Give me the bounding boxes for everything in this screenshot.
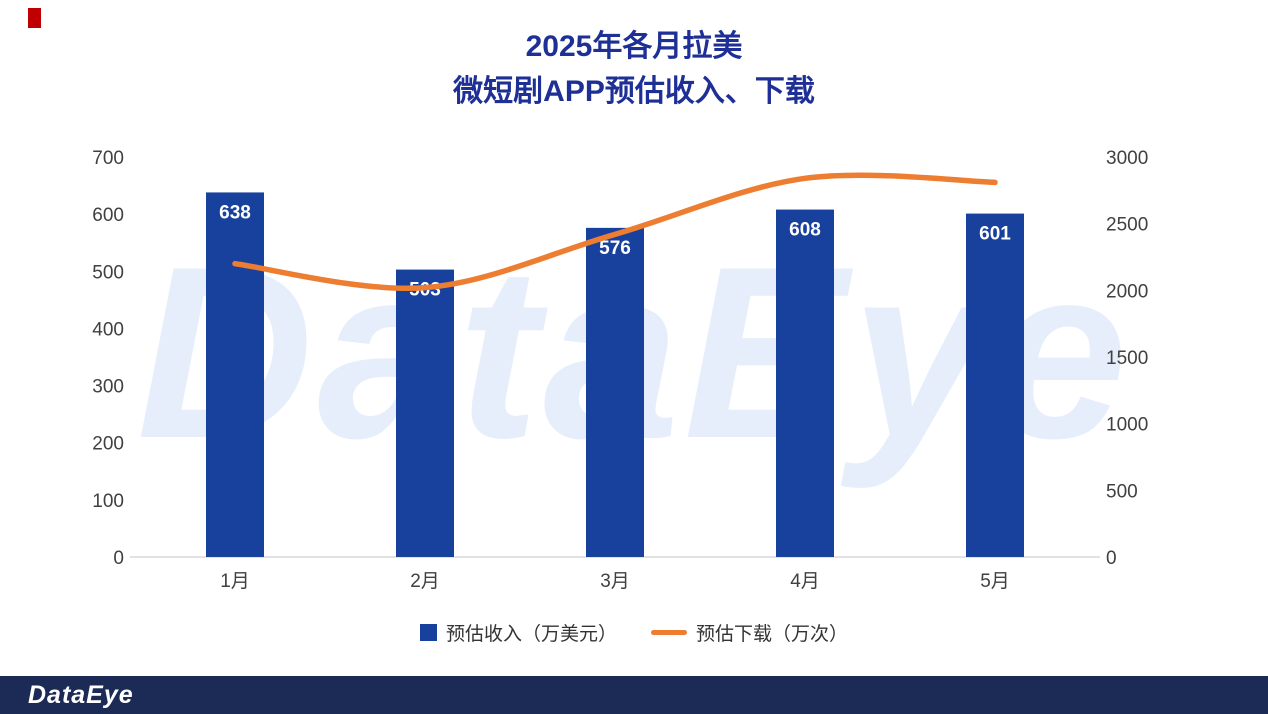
downloads-line [232, 172, 998, 292]
left-axis-tick-label: 0 [113, 548, 124, 569]
right-axis-tick-label: 2000 [1106, 281, 1148, 302]
left-axis-tick-label: 600 [92, 205, 124, 226]
revenue-bar [776, 209, 834, 558]
left-axis-tick-label: 300 [92, 377, 124, 398]
revenue-bar [396, 269, 454, 557]
revenue-bar [966, 213, 1024, 558]
chart-legend: 预估收入（万美元） 预估下载（万次） [0, 619, 1268, 646]
right-axis-tick-label: 500 [1106, 481, 1138, 502]
legend-label-downloads: 预估下载（万次） [696, 624, 849, 645]
red-accent-mark [28, 8, 41, 28]
left-axis-tick-label: 400 [92, 319, 124, 340]
bar-value-label: 608 [789, 220, 821, 241]
bar-value-label: 576 [599, 238, 631, 259]
legend-bar-swatch [419, 624, 437, 641]
bar-value-label: 601 [979, 224, 1011, 245]
revenue-bar [586, 227, 644, 557]
chart-title: 2025年各月拉美 微短剧APP预估收入、下载 [0, 24, 1268, 114]
legend-item-downloads: 预估下载（万次） [651, 619, 848, 646]
chart-title-line1: 2025年各月拉美 [525, 30, 743, 63]
right-axis-tick-label: 1000 [1106, 415, 1148, 436]
revenue-bar [206, 192, 264, 557]
bar-value-label: 638 [219, 202, 251, 223]
x-axis-label: 1月 [220, 571, 250, 592]
x-axis-label: 3月 [600, 571, 630, 592]
left-axis-tick-label: 200 [92, 434, 124, 455]
left-axis-tick-label: 100 [92, 491, 124, 512]
right-axis-tick-label: 3000 [1106, 148, 1148, 169]
left-axis-tick-label: 700 [92, 148, 124, 169]
left-axis-tick-label: 500 [92, 262, 124, 283]
x-axis-label: 5月 [980, 571, 1010, 592]
legend-line-swatch [651, 630, 687, 635]
dataeye-logo: DataEye [28, 680, 134, 709]
legend-item-revenue: 预估收入（万美元） [419, 619, 617, 646]
footer-bar: DataEye [0, 676, 1268, 714]
x-axis-label: 4月 [790, 571, 820, 592]
right-axis-tick-label: 0 [1106, 548, 1117, 569]
x-axis-label: 2月 [410, 571, 440, 592]
legend-label-revenue: 预估收入（万美元） [445, 624, 617, 645]
right-axis-tick-label: 2500 [1106, 215, 1148, 236]
right-axis-tick-label: 1500 [1106, 348, 1148, 369]
chart-title-line2: 微短剧APP预估收入、下载 [453, 75, 815, 108]
